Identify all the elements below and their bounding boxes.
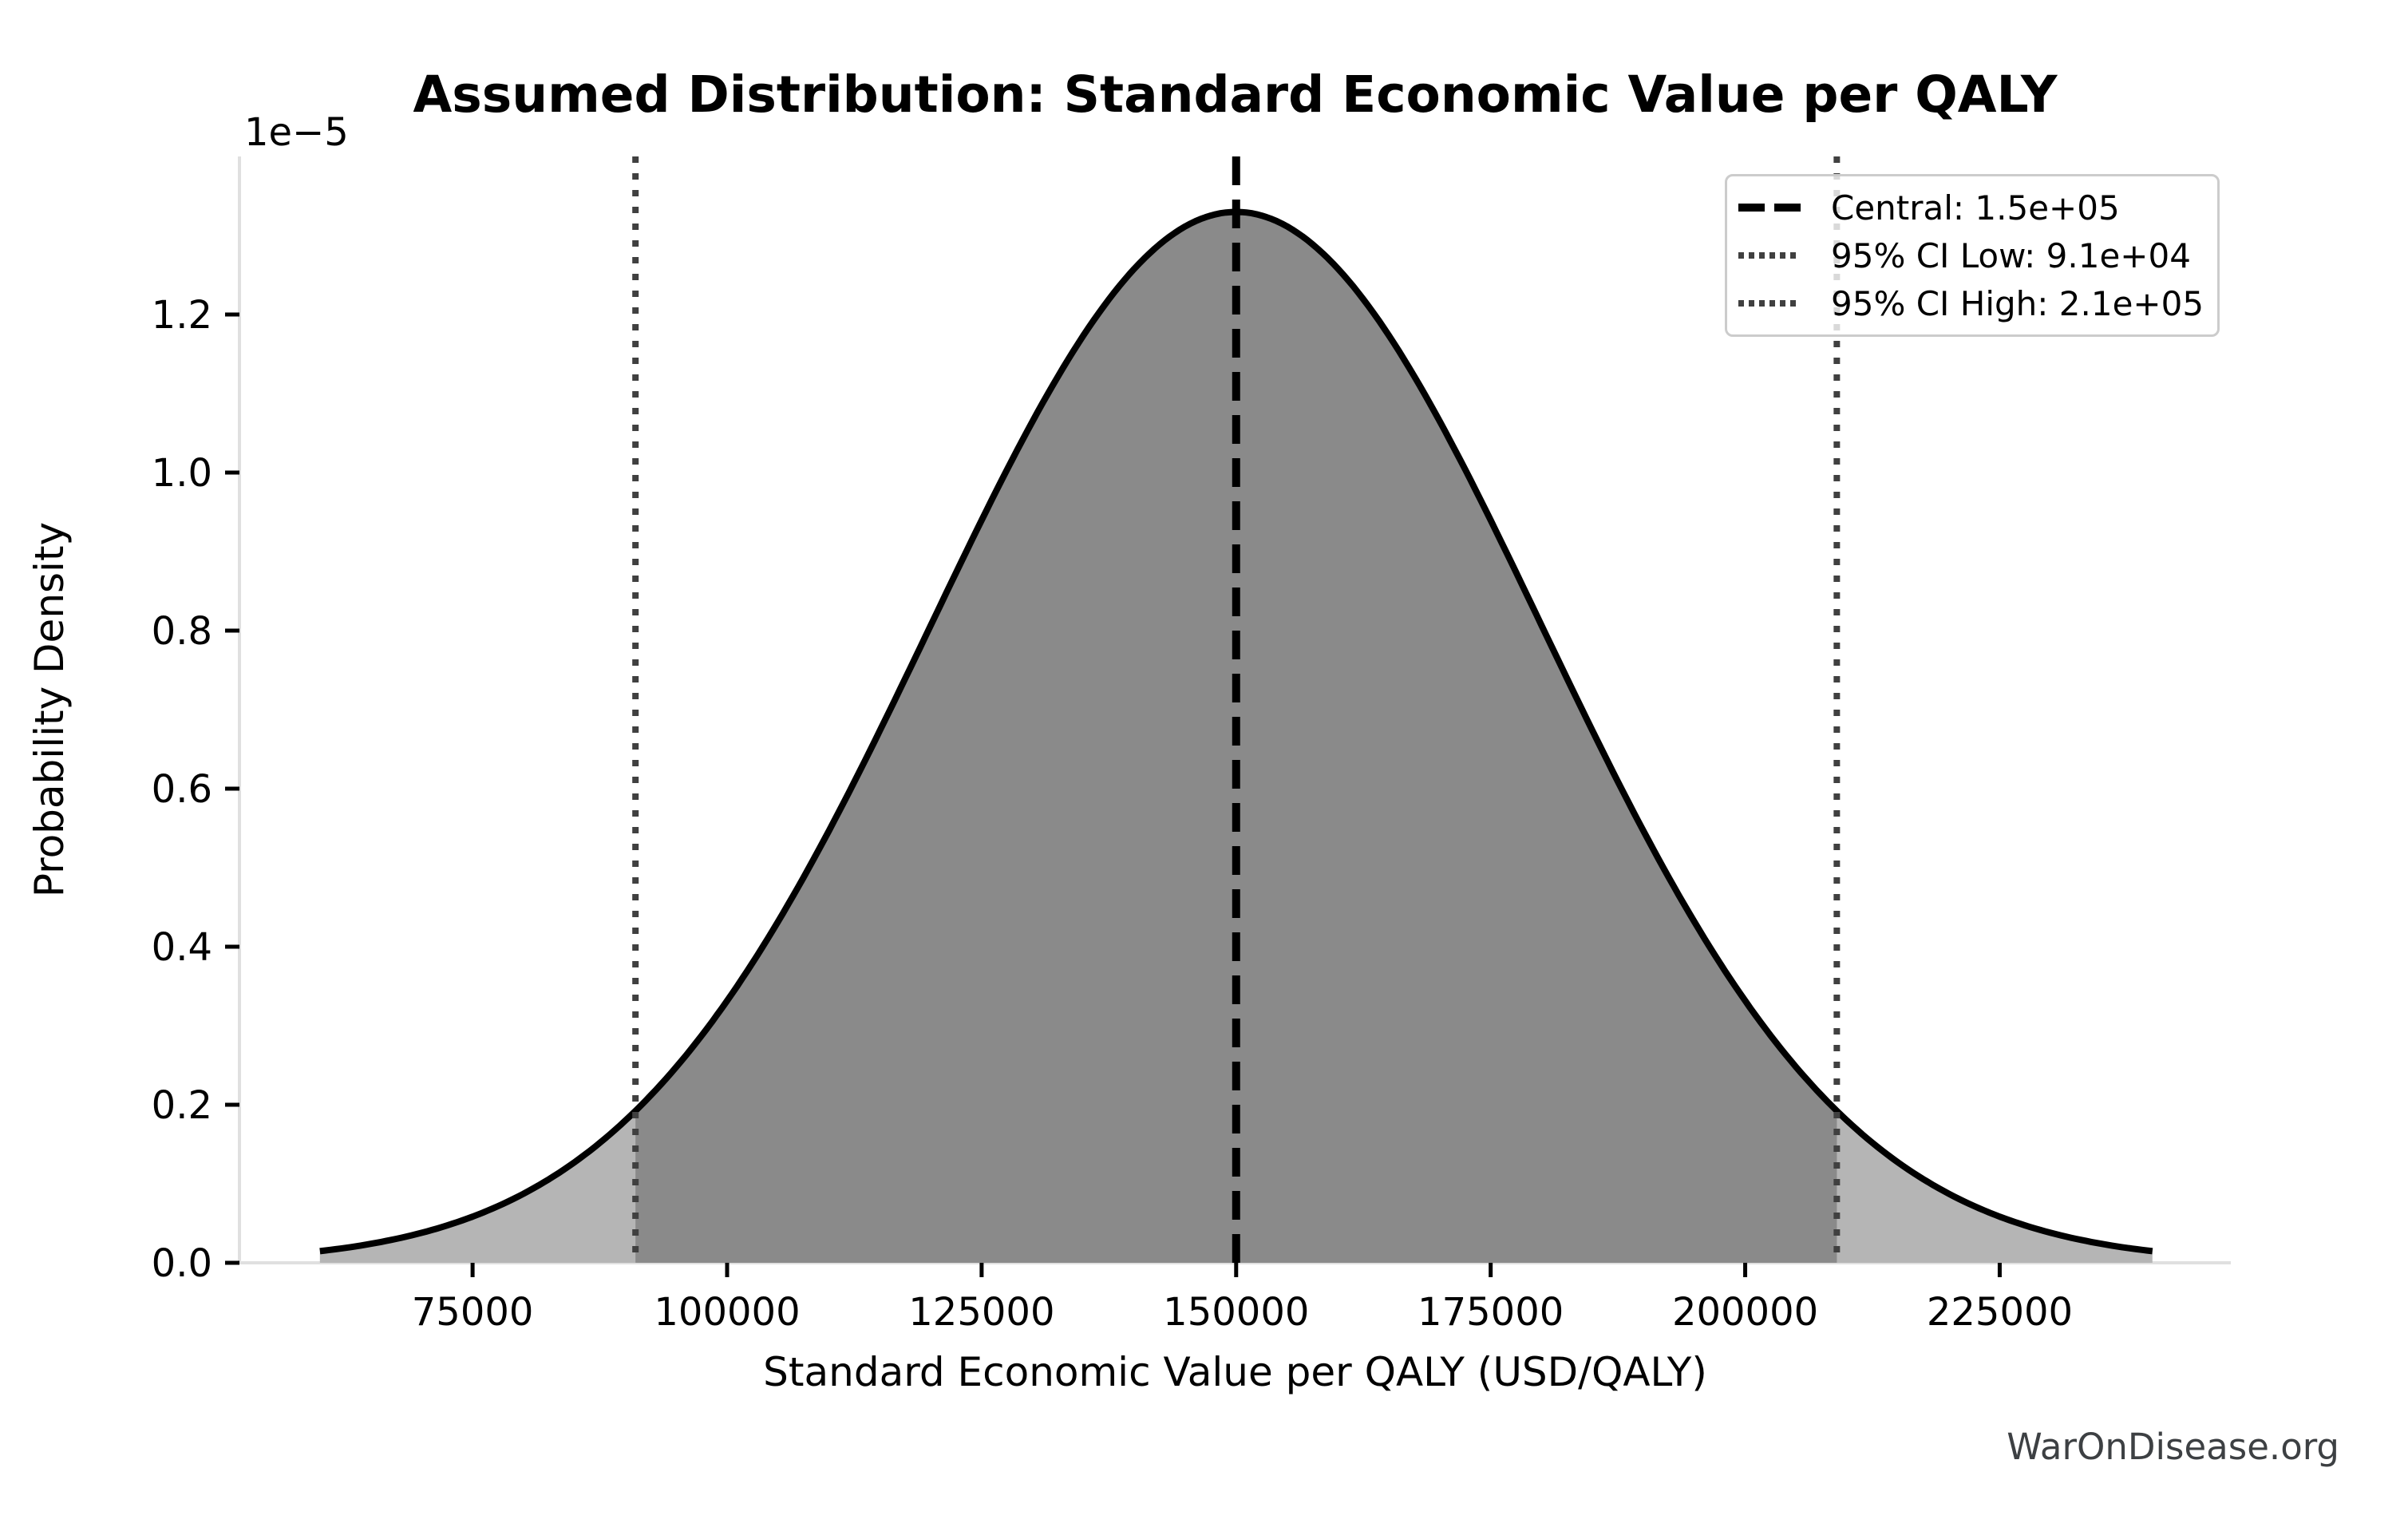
chart-title: Assumed Distribution: Standard Economic … (413, 65, 2058, 124)
y-tick-label: 0.6 (152, 767, 212, 812)
y-axis-offset-label: 1e−5 (244, 110, 349, 155)
legend-item-central: Central: 1.5e+05 (1738, 184, 2201, 231)
x-tick-label: 75000 (412, 1290, 534, 1335)
x-tick-label: 100000 (654, 1290, 800, 1335)
x-tick-label: 150000 (1163, 1290, 1309, 1335)
y-axis-label: Probability Density (26, 521, 73, 898)
x-tick-label: 125000 (908, 1290, 1054, 1335)
legend-item-ci-low: 95% CI Low: 9.1e+04 (1738, 231, 2201, 279)
y-tick-label: 0.0 (152, 1241, 212, 1286)
legend-label-ci-high: 95% CI High: 2.1e+05 (1831, 283, 2204, 323)
dotted-line-icon (1738, 300, 1801, 307)
dotted-line-icon (1738, 252, 1801, 259)
y-tick-label: 1.2 (152, 293, 212, 338)
x-axis-label: Standard Economic Value per QALY (USD/QA… (763, 1349, 1707, 1395)
x-tick-label: 175000 (1418, 1290, 1564, 1335)
legend-label-central: Central: 1.5e+05 (1831, 188, 2120, 227)
legend: Central: 1.5e+05 95% CI Low: 9.1e+04 95%… (1725, 174, 2220, 337)
y-tick-label: 0.4 (152, 925, 212, 970)
y-tick-label: 0.2 (152, 1083, 212, 1128)
legend-label-ci-low: 95% CI Low: 9.1e+04 (1831, 235, 2191, 275)
y-tick-label: 0.8 (152, 609, 212, 654)
x-tick-label: 225000 (1927, 1290, 2073, 1335)
legend-item-ci-high: 95% CI High: 2.1e+05 (1738, 279, 2204, 327)
dashed-line-icon (1738, 204, 1801, 212)
x-tick-label: 200000 (1672, 1290, 1818, 1335)
y-tick-label: 1.0 (152, 451, 212, 496)
watermark: WarOnDisease.org (2007, 1426, 2339, 1468)
